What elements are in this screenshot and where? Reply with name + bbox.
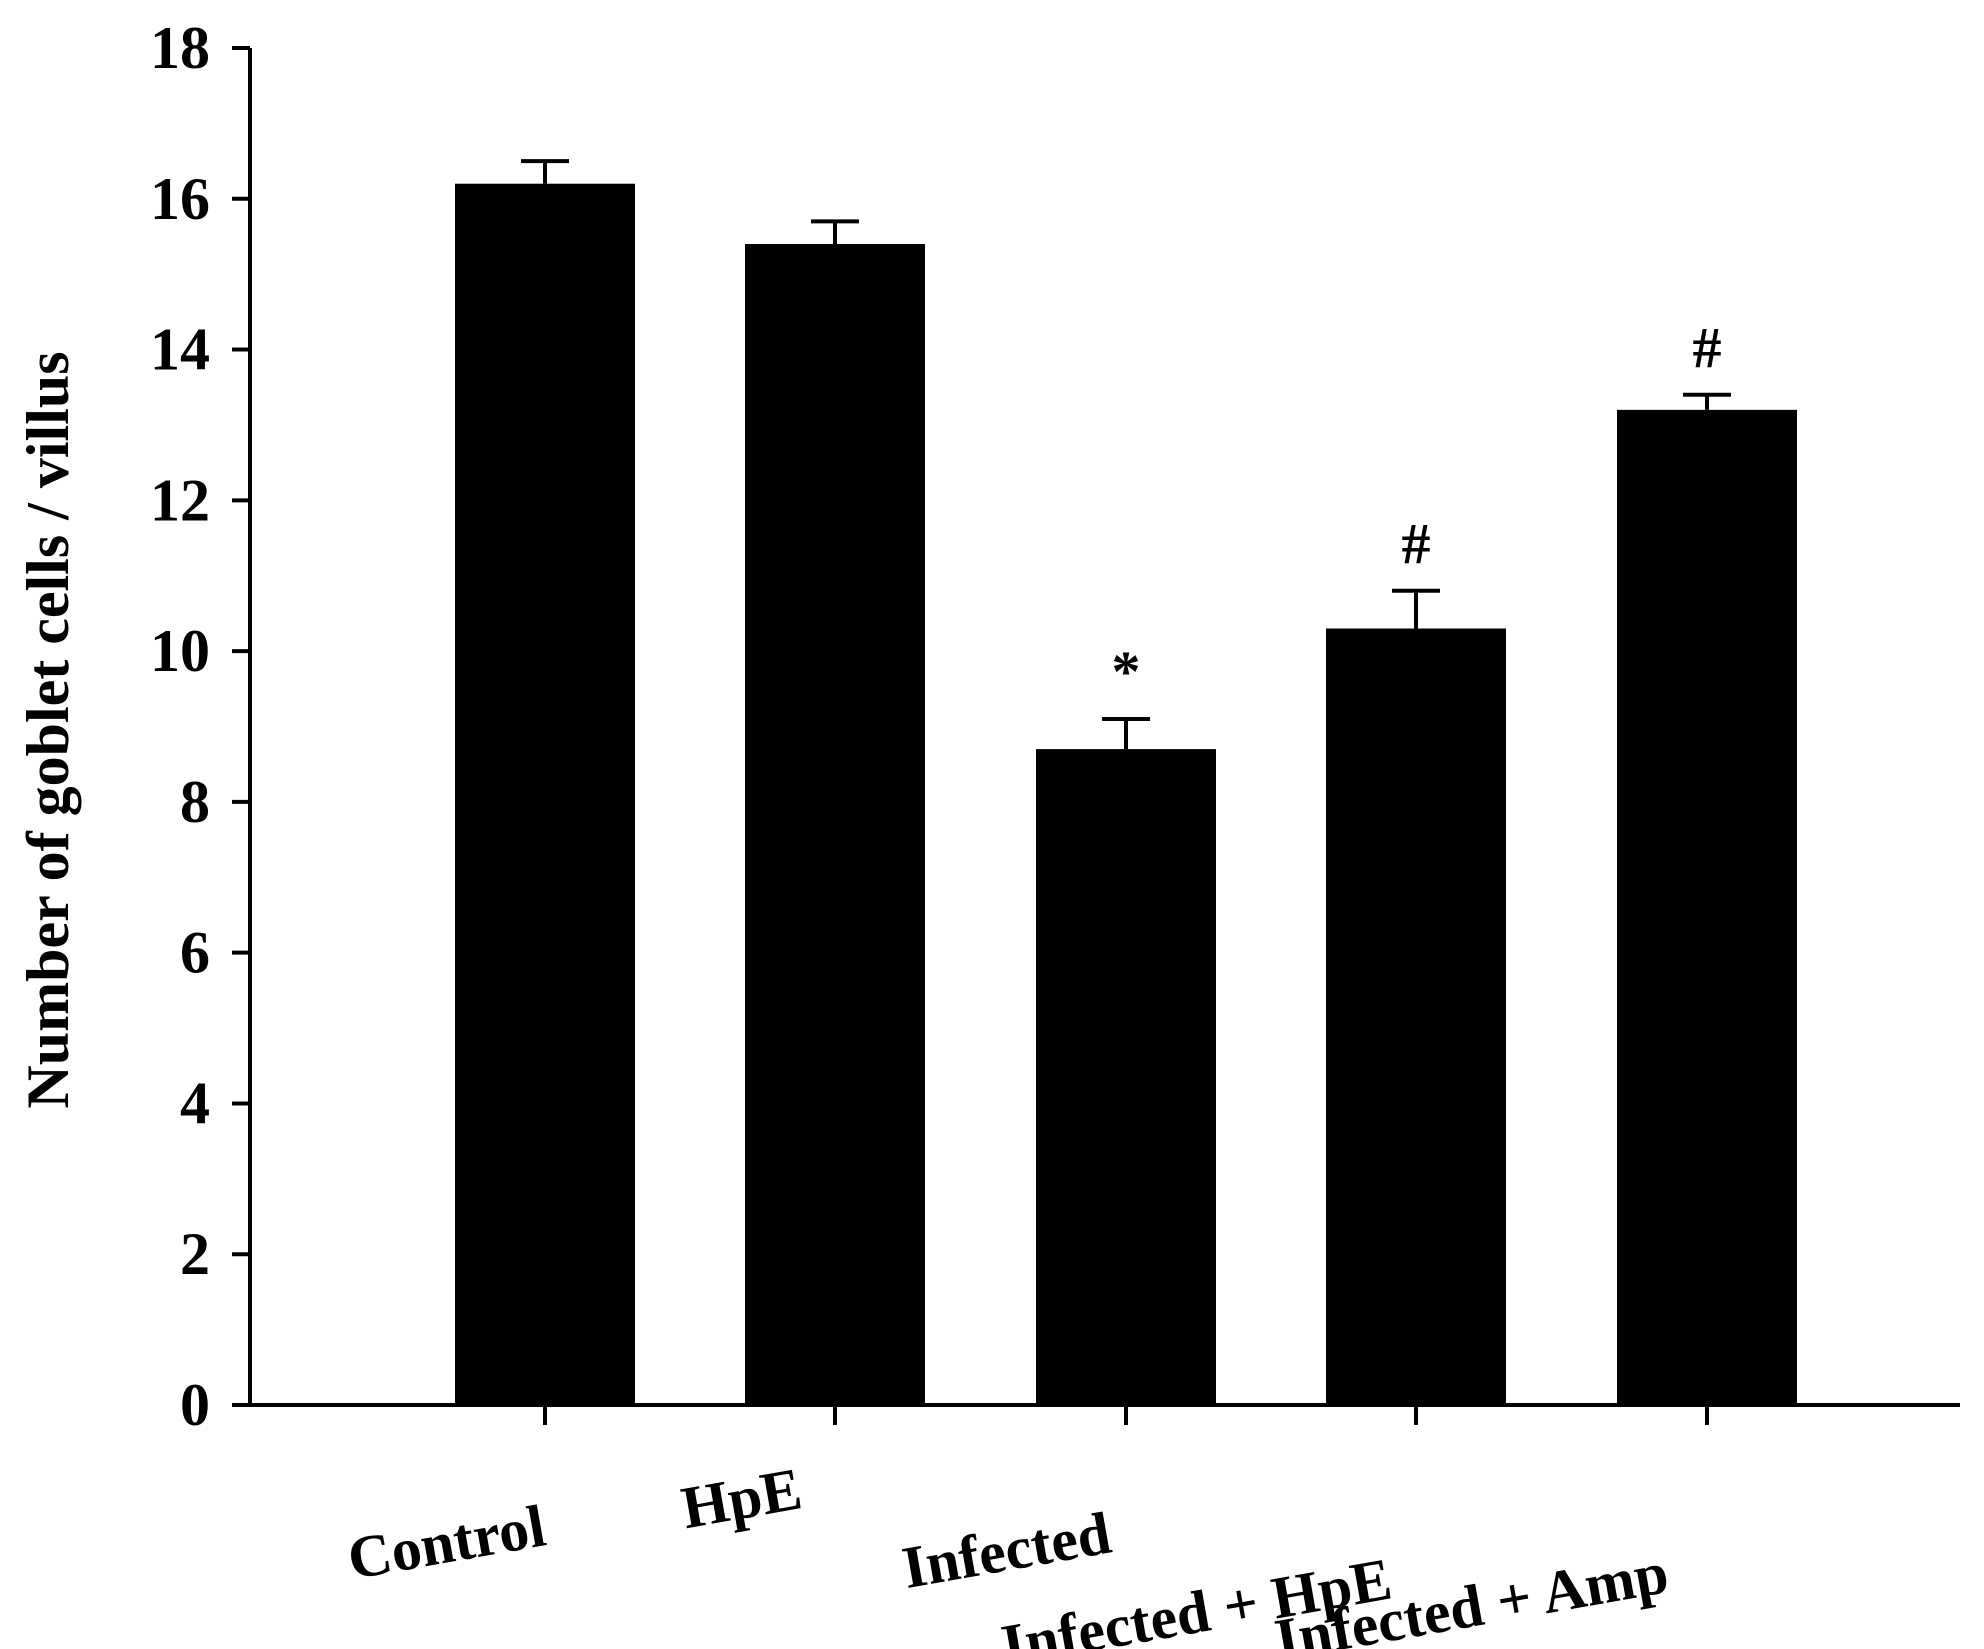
significance-marker: # bbox=[1693, 315, 1722, 380]
y-axis-title: Number of goblet cells / villus bbox=[15, 351, 81, 1108]
category-label: Control bbox=[343, 1493, 550, 1593]
significance-marker: * bbox=[1112, 639, 1141, 704]
y-tick-label: 18 bbox=[150, 15, 210, 81]
bar bbox=[1036, 749, 1216, 1405]
y-tick-label: 12 bbox=[150, 467, 210, 533]
category-label: Infected bbox=[897, 1500, 1115, 1601]
bar bbox=[1326, 628, 1506, 1405]
y-tick-label: 8 bbox=[180, 769, 210, 835]
category-label: HpE bbox=[677, 1455, 807, 1541]
bar bbox=[1617, 409, 1797, 1405]
y-tick-label: 10 bbox=[150, 618, 210, 684]
bar bbox=[455, 183, 635, 1406]
y-tick-label: 16 bbox=[150, 166, 210, 232]
significance-marker: # bbox=[1402, 511, 1431, 576]
y-axis: 0 2 4 6 8 10 12 14 16 18 bbox=[150, 15, 252, 1438]
y-tick-label: 14 bbox=[150, 317, 210, 383]
y-tick-label: 0 bbox=[180, 1372, 210, 1438]
bars: * # # bbox=[455, 159, 1797, 1406]
bar bbox=[745, 244, 925, 1405]
y-tick-label: 4 bbox=[180, 1070, 210, 1136]
y-tick-label: 2 bbox=[180, 1221, 210, 1287]
x-axis bbox=[250, 1403, 1960, 1425]
y-tick-label: 6 bbox=[180, 920, 210, 986]
